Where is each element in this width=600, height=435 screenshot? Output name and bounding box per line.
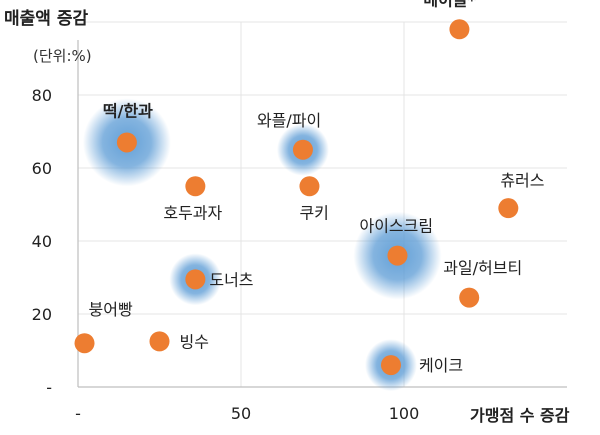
data-point — [185, 176, 206, 197]
data-point — [449, 19, 470, 40]
y-tick-label: 20 — [32, 305, 52, 324]
point-label: 떡/한과 — [103, 101, 153, 120]
x-tick-label: 50 — [231, 404, 251, 423]
y-tick-label: 40 — [32, 232, 52, 251]
y-tick-label: - — [46, 378, 52, 397]
point-label: 베이글* — [423, 0, 476, 9]
unit-note: (단위:%) — [33, 47, 92, 65]
data-point — [459, 287, 480, 308]
y-tick-label: 80 — [32, 86, 52, 105]
x-tick-label: 100 — [389, 404, 420, 423]
data-point — [387, 245, 408, 266]
data-point — [185, 269, 206, 290]
point-label: 쿠키 — [299, 203, 328, 222]
data-point — [498, 198, 519, 219]
x-tick-label: - — [75, 404, 81, 423]
point-label: 아이스크림 — [359, 217, 433, 236]
y-tick-label: 60 — [32, 159, 52, 178]
axes: - 20 40 60 80 - 50 100 — [32, 40, 567, 423]
point-label: 츄러스 — [500, 171, 544, 190]
point-label: 과일/허브티 — [443, 259, 522, 278]
data-point — [292, 139, 313, 160]
data-point — [299, 176, 320, 197]
y-axis-title: 매출액 증감 — [4, 9, 88, 29]
x-axis-title: 가맹점 수 증감 — [470, 406, 570, 425]
point-label: 와플/파이 — [257, 111, 321, 130]
point-label: 케이크 — [419, 356, 463, 375]
point-label: 호두과자 — [163, 203, 222, 222]
data-point — [149, 331, 170, 352]
data-point — [74, 333, 95, 354]
point-label: 빙수 — [180, 332, 209, 351]
data-point — [380, 355, 401, 376]
point-label: 도너츠 — [209, 270, 253, 289]
data-point — [116, 132, 137, 153]
point-label: 붕어빵 — [89, 300, 133, 319]
